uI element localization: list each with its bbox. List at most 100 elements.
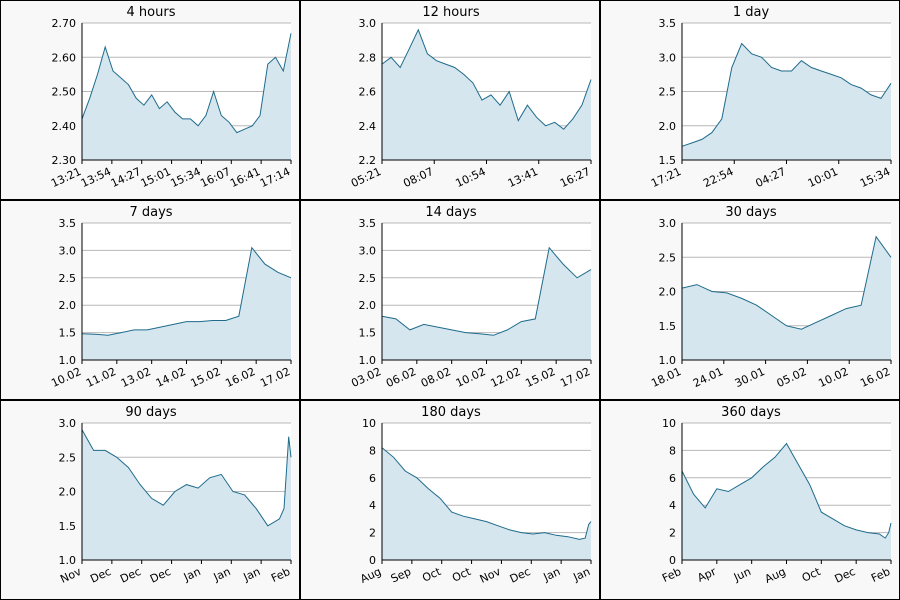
x-tick-label: 03.02: [349, 365, 383, 390]
x-tick-label: 08.02: [419, 365, 453, 390]
y-tick-label: 1.5: [659, 154, 677, 167]
chart-panel: 2.2 2.4 2.6 2.8 3.0 05:21 08:07 10:54 13:41 16:27…: [300, 0, 600, 200]
x-tick-label: Oct: [450, 565, 473, 585]
y-tick-label: 3.0: [659, 51, 677, 64]
x-tick-label: 05:21: [349, 165, 383, 190]
x-tick-label: 15.02: [189, 365, 223, 390]
x-tick-label: 16:41: [228, 165, 262, 190]
y-tick-label: 3.0: [59, 244, 77, 257]
series-area: [682, 236, 891, 360]
series-line: [81, 246, 292, 336]
x-tick-label: 06.02: [384, 365, 418, 390]
y-tick-label: 2.50: [52, 86, 77, 99]
x-tick-label: Dec: [833, 565, 858, 586]
x-tick-label: 15:01: [139, 165, 173, 190]
y-tick-label: 2.0: [659, 120, 677, 133]
chart-panel: 0 2 4 6 8 10 Feb Apr Jun Aug Oct Dec Feb 360 days: [600, 400, 900, 600]
chart-svg: 2.30 2.40 2.50 2.60 2.70 13:2113:5414:2715:01…: [49, 5, 292, 190]
chart-panel: 1.0 1.5 2.0 2.5 3.0 3.5 03.02 06.02 08.02 10.02 12…: [300, 200, 600, 400]
x-tick-label: 10.02: [454, 365, 488, 390]
x-tick-label: Dec: [88, 565, 113, 586]
x-tick-label: 17.02: [258, 365, 292, 390]
series-line: [81, 33, 292, 134]
y-tick-label: 2.5: [659, 251, 677, 264]
x-tick-label: 13:21: [49, 165, 83, 190]
y-tick-label: 2.2: [359, 154, 377, 167]
x-tick-label: Dec: [508, 565, 533, 586]
x-tick-label: Oct: [800, 565, 823, 585]
y-tick-label: 1.0: [59, 554, 77, 567]
y-tick-label: 8: [669, 444, 676, 457]
y-tick-label: 0: [369, 554, 376, 567]
series-line: [381, 447, 592, 540]
x-tick-label: 14.02: [154, 365, 188, 390]
chart-panel: 2.30 2.40 2.50 2.60 2.70 13:21 13:54 14:27 15:01…: [0, 0, 300, 200]
chart-title: 1 day: [733, 5, 770, 20]
y-tick-label: 1.5: [659, 320, 677, 333]
y-tick-label: 1.0: [659, 354, 677, 367]
y-tick-label: 6: [669, 472, 676, 485]
y-tick-label: 3.0: [359, 17, 377, 30]
y-tick-label: 2.0: [659, 286, 677, 299]
x-tick-label: 12.02: [489, 365, 523, 390]
y-tick-label: 2.4: [359, 120, 377, 133]
y-tick-label: 2.40: [52, 120, 77, 133]
series-line: [381, 28, 592, 130]
x-tick-label: Jan: [570, 565, 592, 584]
y-tick-label: 2.6: [359, 86, 377, 99]
x-tick-label: 16.02: [858, 365, 892, 390]
chart-svg: 1.0 1.5 2.0 2.5 3.0 3.5 03.02 06.02 08.02 10.02 12…: [349, 205, 592, 390]
x-tick-label: 16.02: [223, 365, 257, 390]
x-tick-label: 24.01: [691, 365, 725, 390]
y-tick-label: 2.70: [52, 17, 77, 30]
x-tick-label: Apr: [695, 565, 718, 585]
y-tick-label: 2.5: [359, 272, 377, 285]
x-tick-label: Feb: [660, 565, 683, 585]
y-tick-label: 2.5: [59, 451, 77, 464]
chart-title: 30 days: [725, 205, 777, 220]
x-tick-label: 13.02: [119, 365, 153, 390]
x-tick-label: 10.02: [49, 365, 83, 390]
y-tick-label: 6: [369, 472, 376, 485]
x-tick-label: 08:07: [401, 165, 435, 190]
x-tick-label: 10:54: [454, 165, 488, 190]
y-tick-label: 0: [669, 554, 676, 567]
series-area: [382, 29, 591, 160]
y-tick-label: 2.30: [52, 154, 77, 167]
y-tick-label: 2.0: [59, 299, 77, 312]
chart-title: 7 days: [129, 205, 172, 220]
y-tick-label: 1.0: [359, 354, 377, 367]
y-tick-label: 2: [669, 527, 676, 540]
series-line: [81, 429, 292, 527]
series-area: [82, 429, 291, 560]
series-line: [681, 442, 892, 539]
x-tick-label: 15:34: [858, 165, 892, 190]
y-tick-label: 4: [369, 499, 376, 512]
y-tick-label: 2: [369, 527, 376, 540]
x-tick-label: Dec: [148, 565, 173, 586]
chart-panel: 1.0 1.5 2.0 2.5 3.0 3.5 10.02 11.02 13.02 14.02 15…: [0, 200, 300, 400]
x-tick-label: 15:34: [168, 165, 202, 190]
series-area: [382, 247, 591, 360]
y-tick-label: 10: [362, 417, 376, 430]
series-line: [381, 246, 592, 336]
x-tick-label: Jan: [241, 565, 263, 584]
y-tick-label: 10: [662, 417, 676, 430]
x-tick-label: 16:27: [558, 165, 592, 190]
x-tick-label: 13:41: [506, 165, 540, 190]
x-tick-label: 10.02: [816, 365, 850, 390]
y-tick-label: 2.0: [59, 486, 77, 499]
y-tick-label: 3.0: [59, 417, 77, 430]
x-tick-label: 10:01: [806, 165, 840, 190]
chart-panel: 1.0 1.5 2.0 2.5 3.0 18.01 24.01 30.01 05.02 10.02…: [600, 200, 900, 400]
x-tick-label: Feb: [269, 565, 292, 585]
x-tick-label: Feb: [869, 565, 892, 585]
x-tick-label: 04:27: [754, 165, 788, 190]
y-tick-label: 3.0: [359, 244, 377, 257]
chart-svg: 2.2 2.4 2.6 2.8 3.0 05:21 08:07 10:54 13:41 16:27…: [349, 5, 592, 190]
chart-panel: 0 2 4 6 8 10 Aug Sep Oct Oct Nov Dec Jan Jan 180 days: [300, 400, 600, 600]
series-area: [682, 443, 891, 560]
